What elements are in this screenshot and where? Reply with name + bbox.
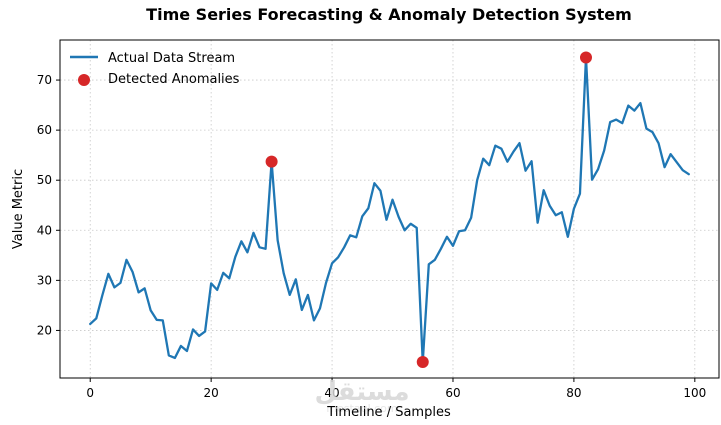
y-tick-label: 20 — [37, 323, 52, 337]
x-tick-label: 60 — [445, 386, 460, 400]
watermark-url: mostaql.com — [326, 402, 397, 415]
x-axis-label: Timeline / Samples — [326, 405, 451, 420]
anomaly-point — [265, 155, 278, 168]
x-tick-label: 80 — [566, 386, 581, 400]
legend-marker-swatch — [78, 74, 90, 86]
x-tick-label: 40 — [324, 386, 339, 400]
legend: Actual Data Stream Detected Anomalies — [70, 51, 240, 87]
y-tick-label: 40 — [37, 223, 52, 237]
series-line-actual-data-stream — [89, 56, 690, 364]
legend-label-actual: Actual Data Stream — [108, 51, 235, 66]
legend-label-anomalies: Detected Anomalies — [108, 72, 240, 87]
chart-title: Time Series Forecasting & Anomaly Detect… — [146, 5, 632, 24]
series-layer — [89, 51, 690, 368]
x-axis-ticks: 0 20 40 60 80 100 — [86, 378, 706, 400]
y-axis-ticks: 20 30 40 50 60 70 — [37, 73, 60, 337]
y-tick-label: 70 — [37, 73, 52, 87]
y-tick-label: 30 — [37, 273, 52, 287]
anomaly-point — [416, 355, 429, 368]
watermark: مستقل mostaql.com — [314, 377, 409, 415]
x-tick-label: 0 — [86, 386, 94, 400]
plot-frame — [59, 39, 720, 379]
anomaly-point — [579, 51, 592, 64]
y-axis-label: Value Metric — [11, 169, 26, 249]
y-tick-label: 50 — [37, 173, 52, 187]
x-tick-label: 20 — [204, 386, 219, 400]
y-tick-label: 60 — [37, 123, 52, 137]
watermark-logo: مستقل — [314, 377, 409, 407]
x-tick-label: 100 — [683, 386, 706, 400]
